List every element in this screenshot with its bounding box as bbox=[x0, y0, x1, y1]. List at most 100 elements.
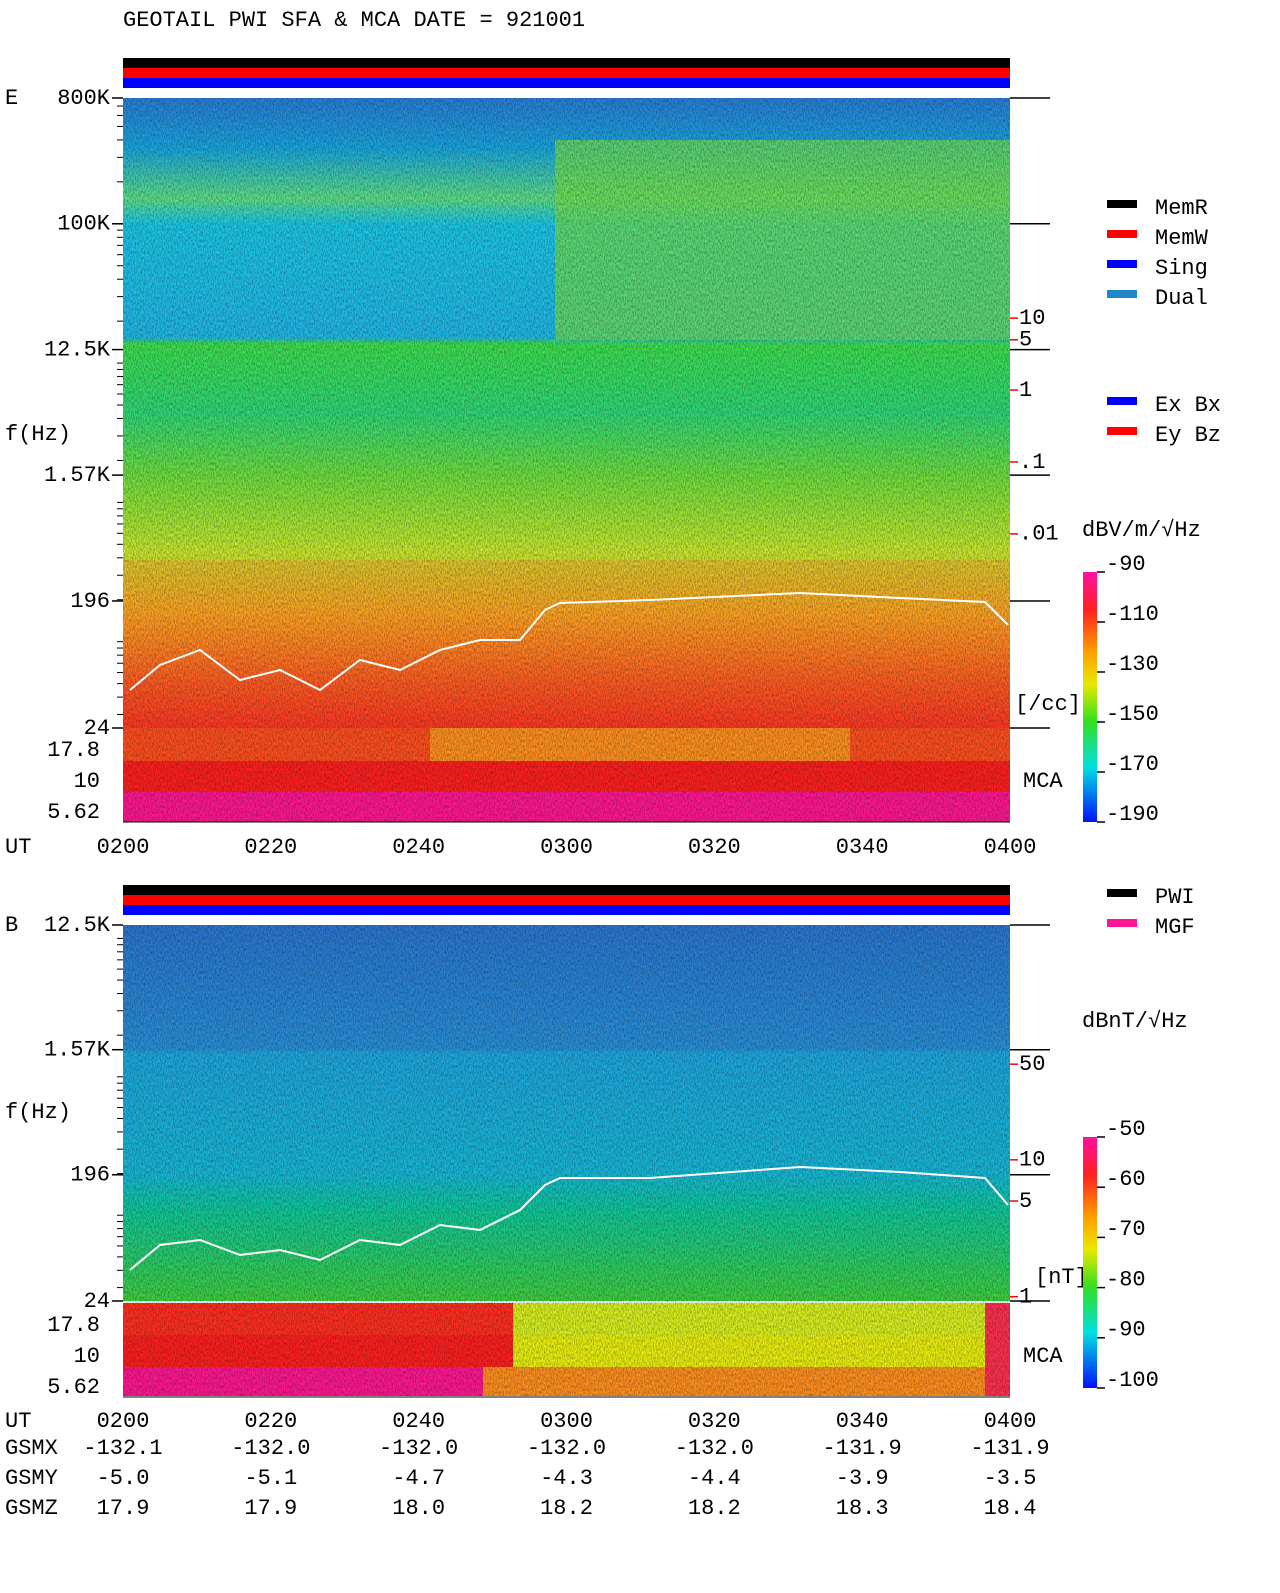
status-bar bbox=[123, 905, 1010, 915]
colorbar-tick-label: -80 bbox=[1106, 1267, 1146, 1292]
legend-label: MGF bbox=[1155, 915, 1195, 940]
y-tick-label: 800K bbox=[57, 86, 111, 111]
orbit-label: GSMX bbox=[5, 1436, 58, 1461]
orbit-value: 17.9 bbox=[97, 1496, 150, 1521]
status-bar bbox=[123, 895, 1010, 905]
status-bar bbox=[123, 78, 1010, 88]
x-tick-label: 0300 bbox=[540, 835, 593, 860]
mca-label: MCA bbox=[1023, 769, 1063, 794]
panel-label: B bbox=[5, 913, 18, 938]
orbit-value: -132.1 bbox=[83, 1436, 162, 1461]
colorbar-tick-label: -100 bbox=[1106, 1368, 1159, 1393]
orbit-value: -4.3 bbox=[540, 1466, 593, 1491]
colorbar-tick-label: -60 bbox=[1106, 1167, 1146, 1192]
orbit-value: -4.4 bbox=[688, 1466, 741, 1491]
x-tick-label: 0320 bbox=[688, 1409, 741, 1434]
y-tick-label: 196 bbox=[70, 1163, 110, 1188]
colorbar-tick-label: -110 bbox=[1106, 602, 1159, 627]
status-bar bbox=[123, 58, 1010, 68]
colorbar bbox=[1083, 572, 1097, 822]
colorbar bbox=[1083, 1137, 1097, 1388]
axis-label: f(Hz) bbox=[5, 1100, 71, 1125]
colorbar-unit: dBnT/√Hz bbox=[1082, 1009, 1188, 1034]
y-tick-label: 24 bbox=[84, 716, 110, 741]
legend-swatch bbox=[1107, 260, 1137, 268]
legend-swatch bbox=[1107, 200, 1137, 208]
colorbar-tick-label: -50 bbox=[1106, 1117, 1146, 1142]
y-tick-label: 1.57K bbox=[44, 1038, 111, 1063]
legend-label: MemR bbox=[1155, 196, 1208, 221]
colorbar-tick-label: -150 bbox=[1106, 702, 1159, 727]
x-tick-label: 0240 bbox=[392, 835, 445, 860]
colorbar-unit: dBV/m/√Hz bbox=[1082, 518, 1201, 543]
orbit-value: -5.0 bbox=[97, 1466, 150, 1491]
legend-swatch bbox=[1107, 397, 1137, 405]
orbit-label: GSMY bbox=[5, 1466, 58, 1491]
orbit-value: -3.9 bbox=[836, 1466, 889, 1491]
side-axis-unit: [nT] bbox=[1035, 1265, 1088, 1290]
legend-swatch bbox=[1107, 889, 1137, 897]
legend-label: Ex Bx bbox=[1155, 393, 1221, 418]
side-tick-label: 50 bbox=[1019, 1052, 1045, 1077]
orbit-value: 18.2 bbox=[540, 1496, 593, 1521]
legend-label: Ey Bz bbox=[1155, 423, 1221, 448]
side-tick-label: 5 bbox=[1019, 328, 1032, 353]
orbit-value: -131.9 bbox=[823, 1436, 902, 1461]
side-tick-label: 1 bbox=[1019, 378, 1032, 403]
side-tick-label: 5 bbox=[1019, 1189, 1032, 1214]
orbit-value: -132.0 bbox=[379, 1436, 458, 1461]
orbit-value: -5.1 bbox=[244, 1466, 297, 1491]
y-tick-label: 12.5K bbox=[44, 337, 111, 362]
legend-swatch bbox=[1107, 290, 1137, 298]
status-bar bbox=[123, 68, 1010, 78]
legend-label: Dual bbox=[1155, 286, 1208, 311]
x-tick-label: 0400 bbox=[984, 1409, 1037, 1434]
panel-label: E bbox=[5, 86, 18, 111]
x-tick-label: 0340 bbox=[836, 1409, 889, 1434]
orbit-value: 18.0 bbox=[392, 1496, 445, 1521]
legend-label: Sing bbox=[1155, 256, 1208, 281]
legend-label: PWI bbox=[1155, 885, 1195, 910]
legend-label: MemW bbox=[1155, 226, 1209, 251]
side-tick-label: .01 bbox=[1019, 522, 1059, 547]
x-tick-label: 0320 bbox=[688, 835, 741, 860]
x-tick-label: 0240 bbox=[392, 1409, 445, 1434]
legend-swatch bbox=[1107, 919, 1137, 927]
mca-channel-label: 17.8 bbox=[47, 1313, 100, 1338]
orbit-value: 17.9 bbox=[244, 1496, 297, 1521]
orbit-value: 18.3 bbox=[836, 1496, 889, 1521]
x-tick-label: 0200 bbox=[97, 835, 150, 860]
legend-swatch bbox=[1107, 427, 1137, 435]
colorbar-tick-label: -130 bbox=[1106, 652, 1159, 677]
colorbar-tick-label: -170 bbox=[1106, 752, 1159, 777]
mca-label: MCA bbox=[1023, 1344, 1063, 1369]
orbit-value: -132.0 bbox=[231, 1436, 310, 1461]
spectrogram bbox=[123, 925, 1010, 1396]
mca-channel-label: 10 bbox=[74, 1344, 100, 1369]
mca-channel-label: 10 bbox=[74, 769, 100, 794]
colorbar-tick-label: -90 bbox=[1106, 552, 1146, 577]
x-tick-label: 0200 bbox=[97, 1409, 150, 1434]
time-axis-label: UT bbox=[5, 1409, 31, 1434]
y-tick-label: 12.5K bbox=[44, 913, 111, 938]
side-tick-label: 10 bbox=[1019, 1148, 1045, 1173]
orbit-value: -131.9 bbox=[970, 1436, 1049, 1461]
title: GEOTAIL PWI SFA & MCA DATE = 921001 bbox=[123, 8, 585, 33]
x-tick-label: 0300 bbox=[540, 1409, 593, 1434]
x-tick-label: 0220 bbox=[244, 1409, 297, 1434]
orbit-value: -132.0 bbox=[675, 1436, 754, 1461]
mca-channel-label: 5.62 bbox=[47, 1375, 100, 1400]
y-tick-label: 100K bbox=[57, 212, 111, 237]
orbit-value: 18.4 bbox=[984, 1496, 1037, 1521]
side-axis-unit: [/cc] bbox=[1015, 692, 1081, 717]
orbit-value: 18.2 bbox=[688, 1496, 741, 1521]
x-tick-label: 0340 bbox=[836, 835, 889, 860]
spectrogram bbox=[123, 98, 1010, 822]
mca-channel-label: 17.8 bbox=[47, 738, 100, 763]
x-tick-label: 0400 bbox=[984, 835, 1037, 860]
colorbar-tick-label: -190 bbox=[1106, 802, 1159, 827]
axis-label: f(Hz) bbox=[5, 422, 71, 447]
side-tick-label: 10 bbox=[1019, 306, 1045, 331]
orbit-value: -4.7 bbox=[392, 1466, 445, 1491]
